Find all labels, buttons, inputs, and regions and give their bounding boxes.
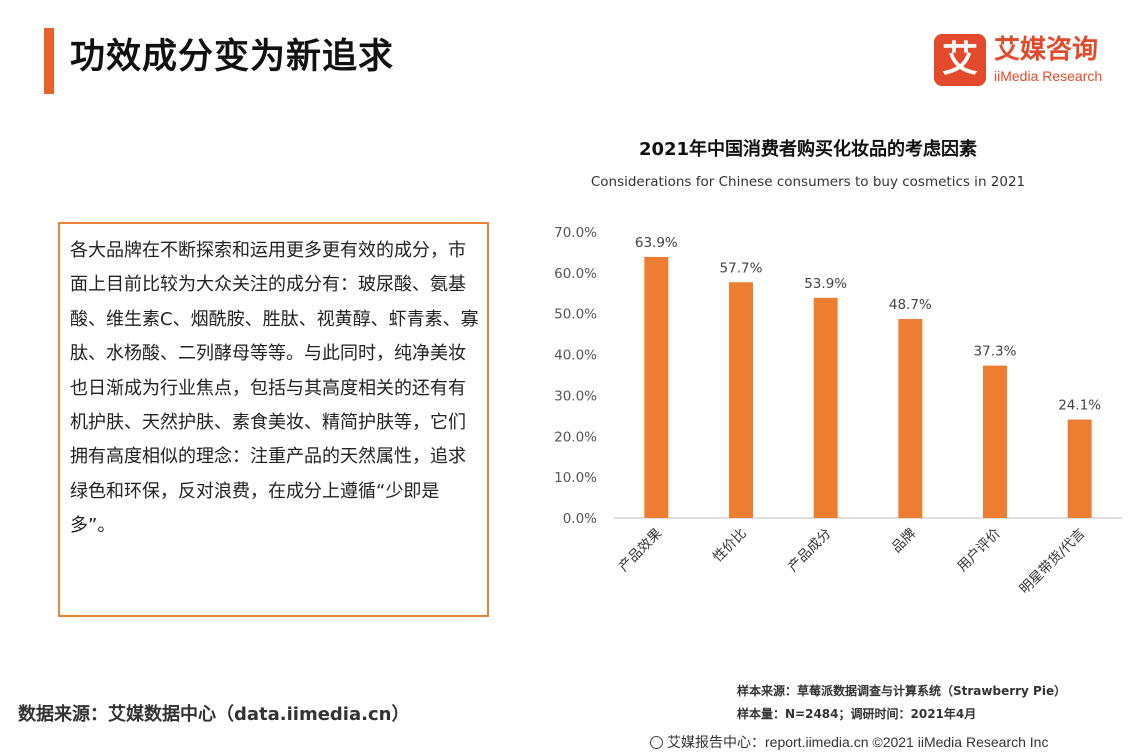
bar [729,282,753,518]
copyright-footer: 艾媒报告中心：report.iimedia.cn ©2021 iiMedia R… [650,732,1048,752]
sample-source: 样本来源：草莓派数据调查与计算系统（Strawberry Pie） [737,684,1067,698]
considerations-bar-chart: 2021年中国消费者购买化妆品的考虑因素 Considerations for C… [540,128,1134,638]
globe-icon [650,736,663,749]
data-label: 24.1% [1058,398,1101,414]
data-label: 48.7% [889,297,932,313]
title-accent-bar [44,28,54,94]
data-source: 数据来源：艾媒数据中心（data.iimedia.cn） [18,704,410,725]
data-label: 63.9% [635,235,678,251]
chart-title: 2021年中国消费者购买化妆品的考虑因素 [639,138,977,160]
page-title: 功效成分变为新追求 [70,37,395,77]
data-label: 57.7% [720,260,763,276]
bar [1067,419,1092,518]
y-tick-label: 50.0% [554,307,597,323]
logo-mark-icon: 艾 [934,34,986,86]
y-tick-label: 40.0% [554,348,597,364]
bar [983,365,1007,518]
data-label: 53.9% [804,276,847,292]
x-tick-label: 品牌 [888,525,919,556]
y-tick-label: 20.0% [554,429,597,445]
logo-chinese-name: 艾媒咨询 [994,35,1099,65]
x-tick-label: 产品成分 [785,526,834,575]
bar [644,256,669,518]
y-tick-label: 60.0% [554,266,597,282]
x-tick-label: 明星带货/代言 [1016,525,1089,598]
x-tick-label: 产品效果 [616,525,666,575]
bar [813,297,838,518]
sample-size: 样本量：N=2484；调研时间：2021年4月 [737,707,977,721]
logo-english-name: iiMedia Research [994,68,1103,84]
chart-svg: 2021年中国消费者购买化妆品的考虑因素 Considerations for C… [554,138,1122,598]
y-tick-label: 10.0% [554,470,597,486]
data-label: 37.3% [974,344,1017,360]
copyright-text: 艾媒报告中心：report.iimedia.cn ©2021 iiMedia R… [667,734,1049,750]
summary-paragraph: 各大品牌在不断探索和运用更多更有效的成分，市面上目前比较为大众关注的成分有：玻尿… [70,240,479,537]
y-tick-label: 0.0% [563,511,597,527]
iimedia-logo: 艾 艾媒咨询 iiMedia Research [934,34,1114,90]
chart-subtitle: Considerations for Chinese consumers to … [591,174,1025,190]
y-tick-label: 30.0% [554,388,597,404]
y-tick-label: 70.0% [554,225,597,241]
x-tick-label: 用户评价 [954,524,1005,575]
x-tick-label: 性价比 [710,526,750,566]
summary-text-box: 各大品牌在不断探索和运用更多更有效的成分，市面上目前比较为大众关注的成分有：玻尿… [58,222,489,617]
bar [898,319,923,518]
